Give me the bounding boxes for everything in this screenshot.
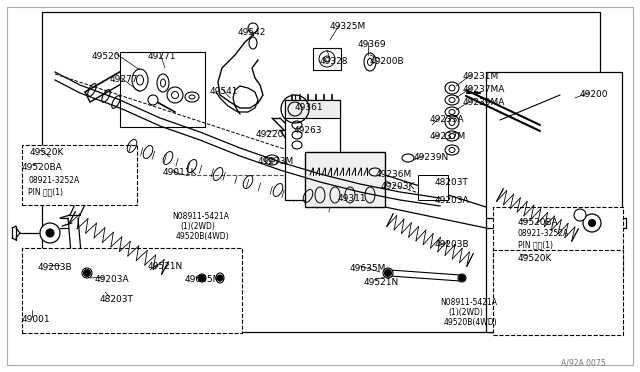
Text: 49520: 49520 — [92, 52, 120, 61]
Circle shape — [385, 269, 392, 276]
Text: 49200: 49200 — [580, 90, 609, 99]
Circle shape — [248, 23, 258, 33]
Text: 49542: 49542 — [238, 28, 266, 37]
Text: 49520K: 49520K — [30, 148, 65, 157]
Circle shape — [583, 214, 601, 232]
Text: PIN ピン(1): PIN ピン(1) — [28, 187, 63, 196]
Circle shape — [199, 275, 205, 281]
Text: 49203K: 49203K — [381, 182, 415, 191]
Bar — [22, 145, 137, 205]
Circle shape — [46, 229, 54, 237]
Text: N08911-5421A: N08911-5421A — [172, 212, 229, 221]
Bar — [42, 12, 600, 332]
Text: N08911-5421A: N08911-5421A — [440, 298, 497, 307]
Text: 49520BA: 49520BA — [22, 163, 63, 172]
Text: 49277: 49277 — [110, 75, 138, 84]
Text: PIN ピン(1): PIN ピン(1) — [518, 240, 553, 249]
Bar — [486, 72, 622, 332]
Text: 49325M: 49325M — [330, 22, 366, 31]
Text: 49203A: 49203A — [435, 196, 470, 205]
Text: 49520B(4WD): 49520B(4WD) — [444, 318, 498, 327]
Text: 49271: 49271 — [148, 52, 177, 61]
Text: 49203B: 49203B — [435, 240, 470, 249]
Text: 49239N: 49239N — [414, 153, 449, 162]
Bar — [285, 100, 340, 200]
Text: 49520B(4WD): 49520B(4WD) — [176, 232, 230, 241]
Text: 49237M: 49237M — [430, 132, 467, 141]
Text: 49239MA: 49239MA — [463, 98, 506, 107]
Text: A/92A 0075: A/92A 0075 — [561, 358, 606, 367]
Text: 49203B: 49203B — [38, 263, 72, 272]
Text: 49237MA: 49237MA — [463, 85, 506, 94]
Ellipse shape — [458, 274, 466, 282]
Text: (1)(2WD): (1)(2WD) — [180, 222, 215, 231]
Text: 49273M: 49273M — [258, 157, 294, 166]
Text: 49520K: 49520K — [518, 254, 552, 263]
Circle shape — [589, 219, 595, 227]
Bar — [305, 152, 385, 207]
Text: 49011K: 49011K — [163, 168, 198, 177]
Text: 08921-3252A: 08921-3252A — [518, 229, 569, 238]
Ellipse shape — [216, 273, 224, 283]
Text: 49361: 49361 — [295, 103, 324, 112]
Ellipse shape — [82, 268, 92, 278]
Text: 49200B: 49200B — [370, 57, 404, 66]
Text: 49521N: 49521N — [364, 278, 399, 287]
Circle shape — [40, 223, 60, 243]
Circle shape — [574, 209, 586, 221]
Text: (1)(2WD): (1)(2WD) — [448, 308, 483, 317]
Bar — [418, 175, 448, 200]
Text: 49520BA: 49520BA — [518, 218, 559, 227]
Text: 48203T: 48203T — [435, 178, 469, 187]
Text: 08921-3252A: 08921-3252A — [28, 176, 79, 185]
Circle shape — [148, 95, 158, 105]
Bar — [493, 250, 623, 335]
Ellipse shape — [383, 268, 393, 278]
Circle shape — [459, 275, 465, 281]
Text: 49635M: 49635M — [350, 264, 387, 273]
Text: 49236M: 49236M — [376, 170, 412, 179]
Bar — [493, 207, 623, 272]
Text: 49369: 49369 — [358, 40, 387, 49]
Text: 49521N: 49521N — [148, 262, 183, 271]
Bar — [22, 248, 242, 333]
Text: 49233A: 49233A — [430, 115, 465, 124]
Bar — [285, 100, 340, 118]
Text: 49263: 49263 — [294, 126, 323, 135]
Ellipse shape — [198, 274, 206, 282]
Circle shape — [83, 269, 90, 276]
Text: 49635M: 49635M — [185, 275, 221, 284]
Text: 49328: 49328 — [320, 57, 349, 66]
Text: 49231M: 49231M — [463, 72, 499, 81]
Text: 49001: 49001 — [22, 315, 51, 324]
Bar — [313, 48, 341, 70]
Text: 49541: 49541 — [210, 87, 239, 96]
Text: 49220: 49220 — [256, 130, 284, 139]
Text: 49203A: 49203A — [95, 275, 130, 284]
Text: 49311: 49311 — [338, 194, 367, 203]
Bar — [120, 52, 205, 127]
Text: 48203T: 48203T — [100, 295, 134, 304]
Circle shape — [217, 275, 223, 281]
